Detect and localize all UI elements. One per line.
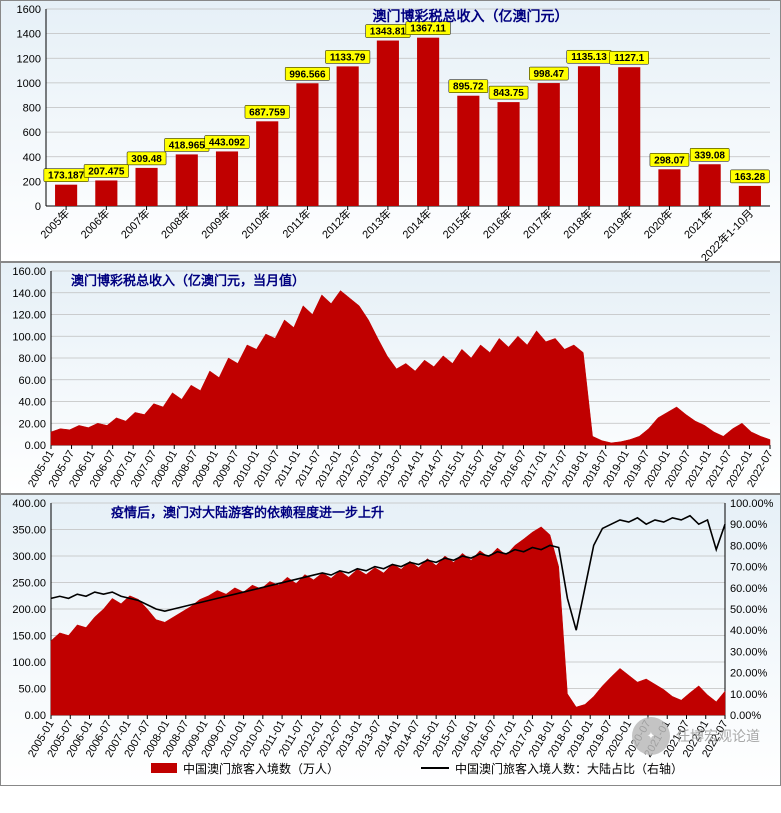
svg-text:350.00: 350.00 (12, 525, 46, 537)
svg-text:澳门博彩税总收入（亿澳门元，当月值）: 澳门博彩税总收入（亿澳门元，当月值） (71, 273, 305, 288)
chart2-panel: 0.00 20.00 40.00 60.00 80.00 100.00 120.00 140.… (0, 262, 781, 494)
svg-text:中国澳门旅客入境人数：大陆占比（右轴）: 中国澳门旅客入境人数：大陆占比（右轴） (455, 761, 683, 776)
svg-text:400: 400 (23, 152, 41, 164)
svg-text:10.00%: 10.00% (730, 689, 768, 701)
svg-text:339.08: 339.08 (694, 150, 725, 161)
wechat-icon: ✦ (632, 717, 670, 755)
svg-text:80.00: 80.00 (18, 353, 46, 365)
svg-text:687.759: 687.759 (249, 107, 286, 118)
svg-text:疫情后，澳门对大陆游客的依赖程度进一步上升: 疫情后，澳门对大陆游客的依赖程度进一步上升 (111, 505, 384, 520)
svg-text:20.00: 20.00 (18, 418, 46, 430)
svg-text:30.00%: 30.00% (730, 646, 768, 658)
svg-text:200: 200 (23, 176, 41, 188)
svg-text:80.00%: 80.00% (730, 540, 768, 552)
svg-text:1127.1: 1127.1 (614, 53, 644, 64)
svg-text:120.00: 120.00 (12, 310, 46, 322)
chart1-panel: 02004006008001000120014001600173.1872005… (0, 0, 781, 262)
chart1-svg: 02004006008001000120014001600173.1872005… (1, 1, 780, 261)
svg-text:843.75: 843.75 (493, 88, 524, 99)
svg-text:20.00%: 20.00% (730, 668, 768, 680)
svg-text:200.00: 200.00 (12, 604, 46, 616)
svg-text:90.00%: 90.00% (730, 519, 768, 531)
svg-text:300.00: 300.00 (12, 551, 46, 563)
svg-text:0.00: 0.00 (25, 710, 46, 722)
svg-text:100.00%: 100.00% (730, 498, 774, 510)
svg-text:1400: 1400 (17, 29, 41, 41)
svg-text:600: 600 (23, 127, 41, 139)
svg-text:1135.13: 1135.13 (571, 52, 607, 63)
svg-text:895.72: 895.72 (453, 82, 484, 93)
svg-text:418.965: 418.965 (169, 140, 206, 151)
svg-text:60.00%: 60.00% (730, 583, 768, 595)
svg-text:996.566: 996.566 (289, 69, 326, 80)
chart3-panel: 0.00 50.00 100.00 150.00 200.00 250.00 300.00 3… (0, 494, 781, 786)
svg-text:207.475: 207.475 (88, 166, 125, 177)
svg-text:140.00: 140.00 (12, 288, 46, 300)
svg-text:0: 0 (35, 201, 41, 213)
chart2-svg: 0.00 20.00 40.00 60.00 80.00 100.00 120.00 140.… (1, 263, 780, 493)
svg-text:70.00%: 70.00% (730, 562, 768, 574)
svg-text:400.00: 400.00 (12, 498, 46, 510)
svg-text:309.48: 309.48 (131, 154, 162, 165)
svg-text:100.00: 100.00 (12, 331, 46, 343)
svg-text:800: 800 (23, 103, 41, 115)
watermark-text: 任博宏观论道 (676, 726, 760, 746)
svg-text:250.00: 250.00 (12, 578, 46, 590)
svg-text:998.47: 998.47 (533, 69, 564, 80)
svg-text:40.00: 40.00 (18, 397, 46, 409)
svg-text:1600: 1600 (17, 4, 41, 16)
svg-text:298.07: 298.07 (654, 155, 685, 166)
svg-text:澳门博彩税总收入（亿澳门元）: 澳门博彩税总收入（亿澳门元） (373, 8, 569, 24)
svg-text:1133.79: 1133.79 (330, 52, 366, 63)
svg-text:50.00%: 50.00% (730, 604, 768, 616)
svg-text:40.00%: 40.00% (730, 625, 768, 637)
svg-text:150.00: 150.00 (12, 631, 46, 643)
svg-text:中国澳门旅客入境数（万人）: 中国澳门旅客入境数（万人） (183, 761, 339, 776)
svg-text:160.00: 160.00 (12, 266, 46, 278)
svg-text:173.187: 173.187 (48, 171, 85, 182)
svg-text:1343.81: 1343.81 (370, 27, 407, 38)
svg-text:1000: 1000 (17, 78, 41, 90)
svg-text:1367.11: 1367.11 (410, 24, 446, 35)
svg-text:100.00: 100.00 (12, 657, 46, 669)
svg-text:1200: 1200 (17, 53, 41, 65)
svg-text:60.00: 60.00 (18, 375, 46, 387)
svg-text:50.00: 50.00 (18, 684, 46, 696)
svg-text:443.092: 443.092 (209, 137, 246, 148)
svg-text:0.00: 0.00 (25, 440, 46, 452)
svg-text:163.28: 163.28 (735, 172, 766, 183)
watermark: ✦ 任博宏观论道 (632, 717, 760, 755)
